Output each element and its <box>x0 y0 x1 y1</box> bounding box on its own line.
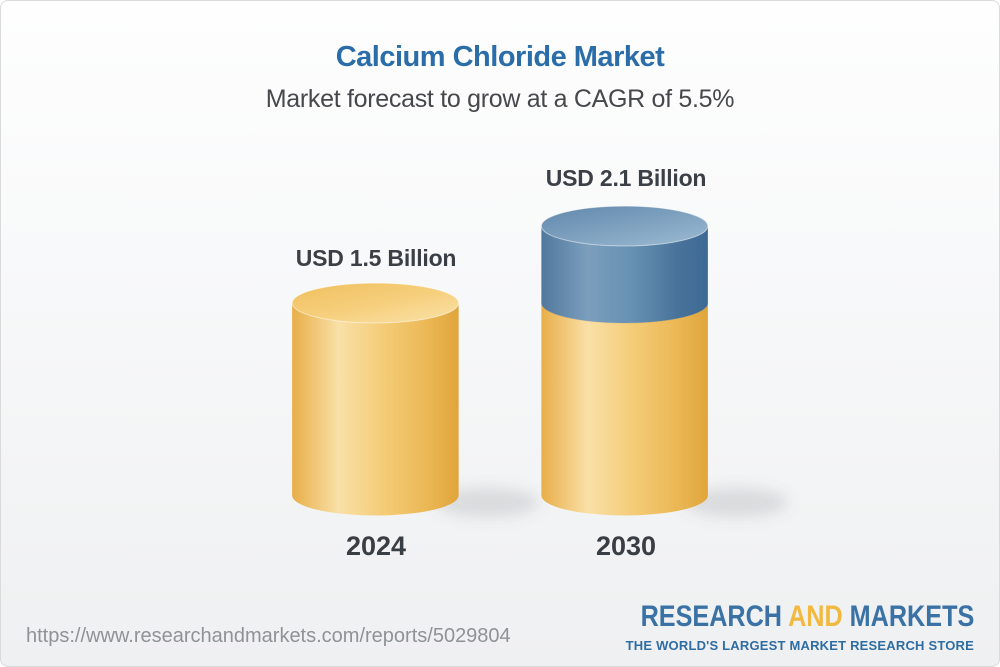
cylinder-segment-blue <box>541 226 708 323</box>
cylinder-shadow <box>435 487 539 518</box>
cylinder-bar-2024 <box>291 282 539 518</box>
category-label-2030: 2030 <box>595 531 657 561</box>
cylinder-top-cap <box>291 282 460 324</box>
cylinder-bar-2030 <box>540 205 789 518</box>
logo-word-research: RESEARCH <box>640 600 782 633</box>
page-title: Calcium Chloride Market <box>335 41 665 73</box>
cylinder-segment-gold <box>292 303 459 516</box>
logo-word-markets: MARKETS <box>849 600 974 633</box>
logo-word-and: AND <box>787 600 843 633</box>
cylinder-shadow <box>684 487 789 518</box>
report-url: https://www.researchandmarkets.com/repor… <box>26 625 511 647</box>
page-subtitle: Market forecast to grow at a CAGR of 5.5… <box>265 85 735 113</box>
bar-value-label-2024: USD 1.5 Billion <box>295 245 457 271</box>
cylinder-segment-gold <box>541 303 708 516</box>
logo-tagline: THE WORLD'S LARGEST MARKET RESEARCH STOR… <box>625 638 974 653</box>
category-label-2024: 2024 <box>345 531 407 561</box>
research-and-markets-logo: RESEARCH AND MARKETS THE WORLD'S LARGEST… <box>577 602 974 654</box>
cylinder-top-cap <box>540 205 709 247</box>
bar-value-label-2030: USD 2.1 Billion <box>545 165 707 191</box>
logo-wordmark: RESEARCH AND MARKETS <box>640 602 974 632</box>
